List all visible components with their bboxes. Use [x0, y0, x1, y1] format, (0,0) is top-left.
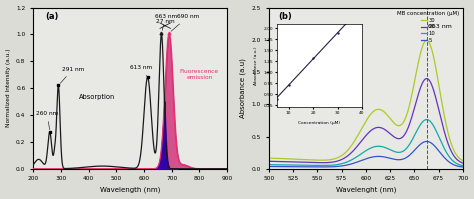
20	[360, 138, 366, 140]
30	[276, 157, 282, 160]
Text: (a): (a)	[45, 12, 58, 21]
20	[266, 160, 272, 162]
5	[355, 161, 361, 163]
Line: 20: 20	[269, 79, 463, 163]
20	[455, 159, 460, 161]
10	[360, 151, 366, 154]
10	[355, 155, 361, 157]
10	[455, 163, 460, 165]
Text: 291 nm: 291 nm	[60, 67, 84, 83]
Line: 5: 5	[269, 141, 463, 167]
20	[424, 77, 429, 80]
30	[355, 134, 361, 136]
Legend: 30, 20, 10, 5: 30, 20, 10, 5	[396, 10, 460, 44]
10	[455, 163, 460, 165]
30	[266, 157, 272, 159]
Text: 260 nm: 260 nm	[36, 111, 59, 130]
30	[424, 39, 429, 41]
10	[424, 118, 429, 121]
5	[460, 166, 465, 168]
20	[355, 144, 361, 146]
10	[460, 164, 465, 167]
20	[460, 162, 465, 164]
5	[266, 165, 272, 168]
30	[460, 159, 465, 162]
Text: 663 nm: 663 nm	[155, 14, 177, 30]
30	[360, 125, 366, 127]
10	[419, 122, 424, 124]
Line: 30: 30	[269, 40, 463, 161]
20	[276, 160, 282, 163]
10	[276, 164, 282, 166]
5	[276, 165, 282, 168]
20	[455, 159, 460, 161]
Text: 663 nm: 663 nm	[428, 24, 452, 29]
5	[455, 165, 460, 167]
Text: 613 nm: 613 nm	[129, 65, 152, 77]
Text: 690 nm: 690 nm	[171, 14, 199, 31]
Text: (b): (b)	[279, 12, 292, 21]
Text: 27 nm: 27 nm	[156, 19, 174, 24]
5	[455, 165, 460, 167]
Text: Absorption: Absorption	[79, 94, 115, 100]
30	[455, 155, 460, 157]
30	[455, 155, 460, 157]
Y-axis label: Absorbance (a.u): Absorbance (a.u)	[240, 58, 246, 118]
X-axis label: Wavelenght (nm): Wavelenght (nm)	[336, 187, 396, 193]
30	[419, 48, 424, 51]
X-axis label: Wavelength (nm): Wavelength (nm)	[100, 187, 160, 193]
5	[424, 140, 429, 143]
Text: Fluorescence
emission: Fluorescence emission	[180, 69, 219, 80]
20	[419, 84, 424, 86]
Line: 10: 10	[269, 120, 463, 166]
10	[266, 163, 272, 166]
5	[419, 142, 424, 144]
Y-axis label: Normalized Intensity (a.u.): Normalized Intensity (a.u.)	[6, 49, 10, 128]
5	[360, 159, 366, 161]
